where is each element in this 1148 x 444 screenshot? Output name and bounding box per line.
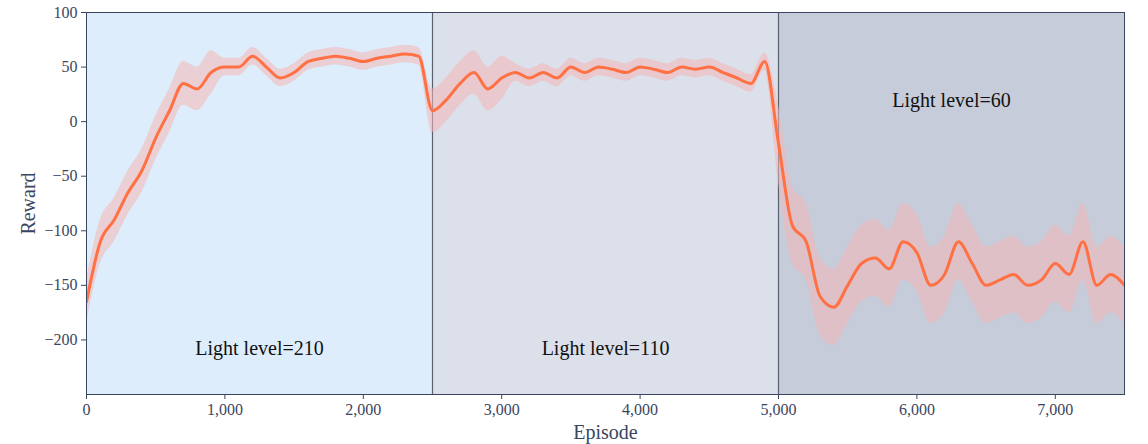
svg-text:1,000: 1,000 — [207, 401, 243, 418]
svg-text:6,000: 6,000 — [899, 401, 935, 418]
svg-text:4,000: 4,000 — [622, 401, 658, 418]
svg-text:50: 50 — [62, 58, 78, 75]
svg-text:Reward: Reward — [17, 172, 39, 234]
svg-text:−200: −200 — [44, 331, 77, 348]
svg-text:100: 100 — [54, 4, 78, 21]
svg-text:0: 0 — [83, 401, 91, 418]
svg-text:Light level=60: Light level=60 — [892, 89, 1010, 112]
svg-text:3,000: 3,000 — [484, 401, 520, 418]
svg-text:Episode: Episode — [573, 421, 638, 444]
svg-text:0: 0 — [70, 113, 78, 130]
svg-text:−100: −100 — [44, 222, 77, 239]
svg-text:5,000: 5,000 — [761, 401, 797, 418]
svg-text:7,000: 7,000 — [1037, 401, 1073, 418]
svg-text:Light level=110: Light level=110 — [542, 337, 670, 360]
svg-text:2,000: 2,000 — [345, 401, 381, 418]
svg-text:Light level=210: Light level=210 — [195, 337, 323, 360]
svg-text:−50: −50 — [52, 167, 77, 184]
svg-text:−150: −150 — [44, 276, 77, 293]
